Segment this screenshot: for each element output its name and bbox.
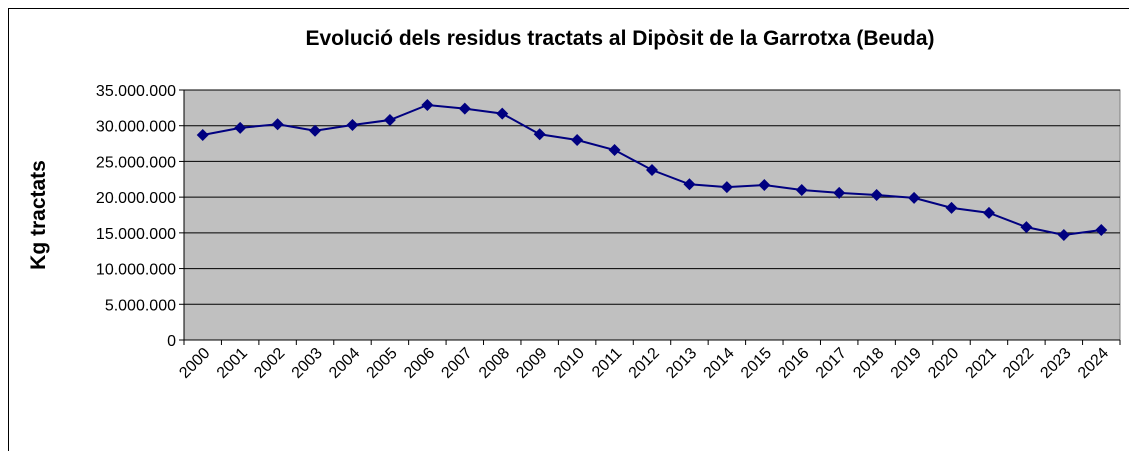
y-tick-label: 15.000.000 xyxy=(96,226,176,243)
marker xyxy=(421,99,434,111)
y-tick-label: 5.000.000 xyxy=(105,297,176,314)
chart-title: Evolució dels residus tractats al Dipòsi… xyxy=(305,27,934,50)
marker xyxy=(1095,224,1108,236)
marker xyxy=(833,186,846,199)
y-tick-label: 20.000.000 xyxy=(96,190,176,207)
y-tick-label: 35.000.000 xyxy=(96,83,176,100)
y-axis-label: Kg tractats xyxy=(27,160,50,270)
marker xyxy=(646,164,658,176)
marker xyxy=(720,181,733,194)
y-tick-label: 30.000.000 xyxy=(96,119,176,136)
marker xyxy=(496,107,509,120)
marker xyxy=(383,114,396,126)
marker xyxy=(271,118,284,131)
marker xyxy=(1057,229,1070,241)
marker xyxy=(1020,221,1033,234)
marker xyxy=(196,129,209,141)
marker xyxy=(533,128,546,141)
marker xyxy=(982,206,995,219)
marker xyxy=(683,178,696,191)
plot-area xyxy=(183,89,1121,341)
marker xyxy=(234,121,247,134)
y-tick-label: 25.000.000 xyxy=(96,154,176,171)
y-tick-label: 10.000.000 xyxy=(96,262,176,279)
marker xyxy=(908,191,921,204)
marker xyxy=(945,201,958,214)
marker xyxy=(870,189,883,201)
marker xyxy=(571,134,584,146)
marker xyxy=(309,124,322,137)
marker xyxy=(458,102,471,115)
marker xyxy=(795,184,808,196)
marker xyxy=(608,144,621,156)
marker xyxy=(758,179,771,191)
marker xyxy=(346,119,359,131)
y-tick-label: 0 xyxy=(167,333,176,350)
